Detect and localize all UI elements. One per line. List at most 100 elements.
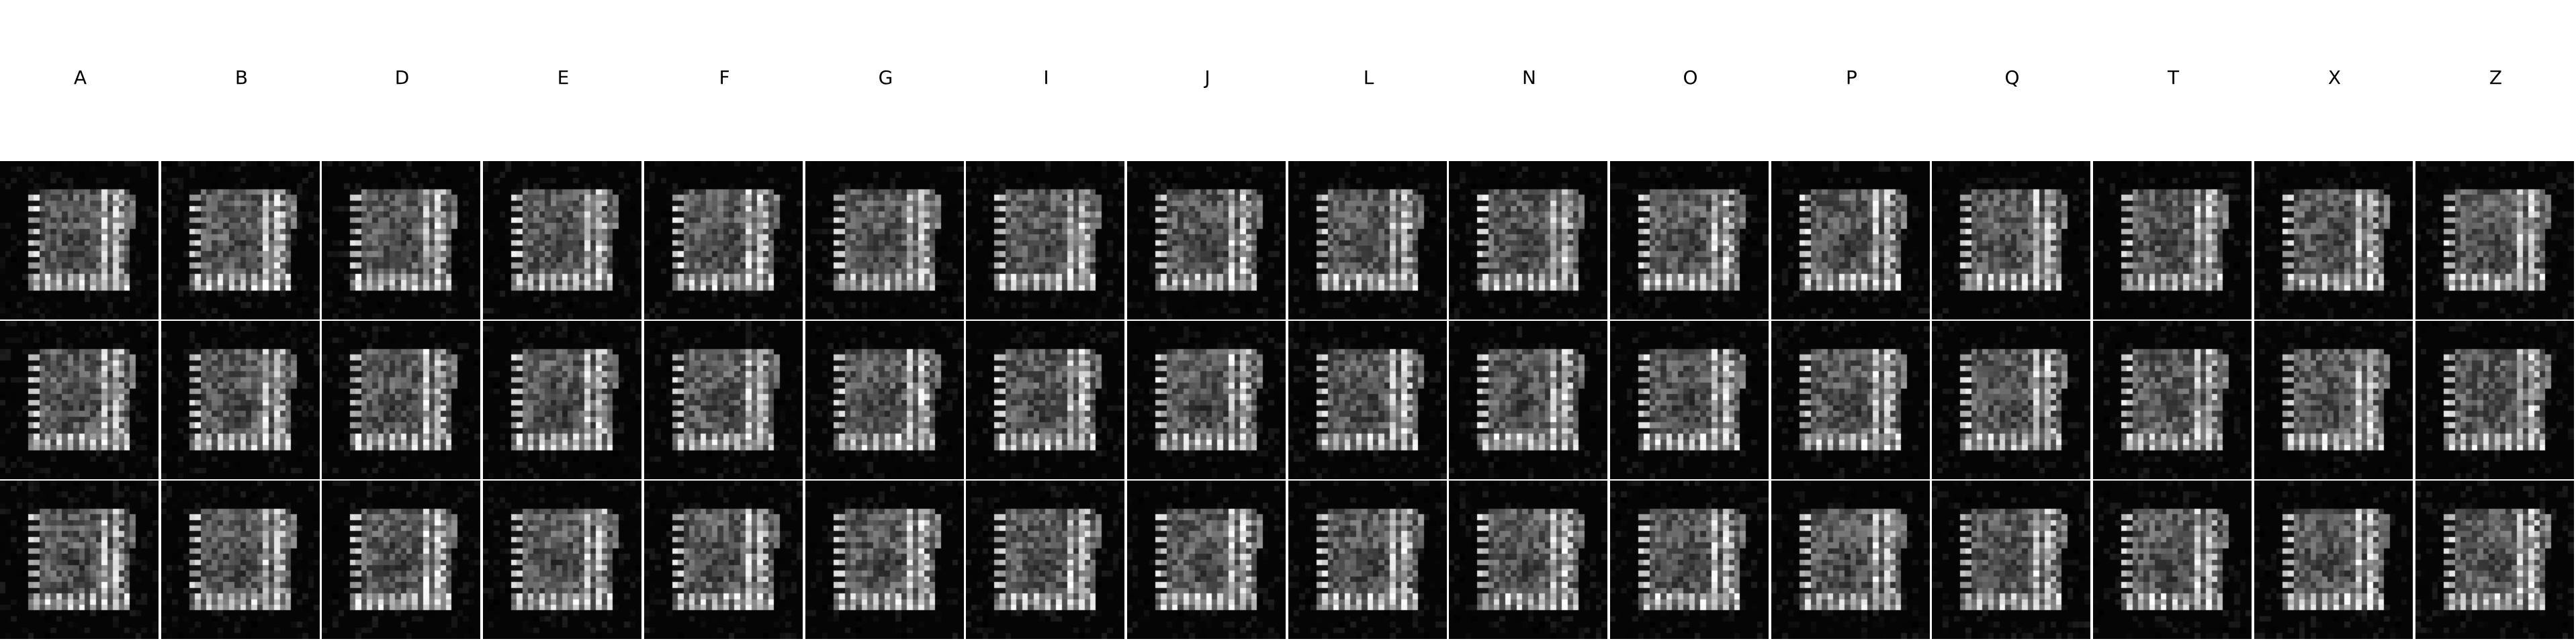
generated-image-n-1 <box>1449 161 1607 319</box>
column-label-q: Q <box>2004 66 2020 89</box>
image-pixels <box>2254 161 2413 319</box>
column-label-t: T <box>2167 66 2180 89</box>
image-pixels <box>322 321 480 479</box>
image-pixels <box>1127 481 1286 639</box>
generated-image-l-1 <box>1288 161 1447 319</box>
image-pixels <box>2093 481 2252 639</box>
image-pixels <box>322 481 480 639</box>
generated-image-j-3 <box>1127 481 1286 639</box>
image-pixels <box>2415 481 2574 639</box>
generated-image-a-3 <box>0 481 159 639</box>
image-pixels <box>2415 161 2574 319</box>
generated-image-q-1 <box>1932 161 2090 319</box>
generated-image-f-2 <box>644 321 803 479</box>
generated-image-t-3 <box>2093 481 2252 639</box>
column-label-d: D <box>394 66 410 89</box>
column-label-l: L <box>1363 66 1374 89</box>
image-pixels <box>2415 321 2574 479</box>
image-pixels <box>1932 481 2090 639</box>
generated-image-a-1 <box>0 161 159 319</box>
generated-image-d-3 <box>322 481 480 639</box>
generated-image-i-3 <box>966 481 1124 639</box>
generated-image-d-1 <box>322 161 480 319</box>
image-pixels <box>966 481 1124 639</box>
image-pixels <box>483 481 641 639</box>
generated-image-g-3 <box>805 481 964 639</box>
image-pixels <box>1932 321 2090 479</box>
image-pixels <box>0 481 159 639</box>
generated-image-b-2 <box>161 321 320 479</box>
column-label-j: J <box>1204 66 1210 89</box>
image-pixels <box>1288 481 1447 639</box>
image-pixels <box>1449 321 1607 479</box>
column-label-n: N <box>1522 66 1536 89</box>
image-pixels <box>1771 321 1930 479</box>
generated-image-b-3 <box>161 481 320 639</box>
generated-image-a-2 <box>0 321 159 479</box>
generated-image-e-2 <box>483 321 641 479</box>
image-pixels <box>966 321 1124 479</box>
image-pixels <box>483 321 641 479</box>
generated-image-o-2 <box>1610 321 1769 479</box>
image-pixels <box>1288 161 1447 319</box>
generated-image-l-2 <box>1288 321 1447 479</box>
column-label-x: X <box>2327 66 2342 89</box>
generated-image-g-1 <box>805 161 964 319</box>
generated-image-i-1 <box>966 161 1124 319</box>
generated-image-z-3 <box>2415 481 2574 639</box>
column-label-g: G <box>878 66 893 89</box>
column-label-i: I <box>1043 66 1049 89</box>
generated-image-t-2 <box>2093 321 2252 479</box>
image-pixels <box>644 161 803 319</box>
generated-image-z-2 <box>2415 321 2574 479</box>
image-pixels <box>161 321 320 479</box>
image-pixels <box>161 481 320 639</box>
image-pixels <box>0 321 159 479</box>
image-pixels <box>161 161 320 319</box>
generated-image-j-1 <box>1127 161 1286 319</box>
image-pixels <box>1127 161 1286 319</box>
column-label-f: F <box>719 66 730 89</box>
image-pixels <box>1449 161 1607 319</box>
generated-image-l-3 <box>1288 481 1447 639</box>
generated-image-n-3 <box>1449 481 1607 639</box>
image-pixels <box>805 321 964 479</box>
image-pixels <box>322 161 480 319</box>
image-pixels <box>805 161 964 319</box>
image-pixels <box>1288 321 1447 479</box>
column-label-a: A <box>73 66 87 89</box>
image-pixels <box>2254 321 2413 479</box>
image-pixels <box>1771 481 1930 639</box>
generated-image-o-3 <box>1610 481 1769 639</box>
generated-image-n-2 <box>1449 321 1607 479</box>
image-pixels <box>966 161 1124 319</box>
image-pixels <box>1610 481 1769 639</box>
column-label-z: Z <box>2489 66 2503 89</box>
generated-image-i-2 <box>966 321 1124 479</box>
image-pixels <box>644 481 803 639</box>
image-pixels <box>1610 321 1769 479</box>
generated-image-x-3 <box>2254 481 2413 639</box>
image-pixels <box>644 321 803 479</box>
generated-image-p-2 <box>1771 321 1930 479</box>
generated-image-t-1 <box>2093 161 2252 319</box>
generated-image-o-1 <box>1610 161 1769 319</box>
generated-image-x-2 <box>2254 321 2413 479</box>
generated-image-f-1 <box>644 161 803 319</box>
image-pixels <box>1449 481 1607 639</box>
image-pixels <box>2254 481 2413 639</box>
generated-image-z-1 <box>2415 161 2574 319</box>
image-pixels <box>1932 161 2090 319</box>
image-pixels <box>1771 161 1930 319</box>
generated-image-b-1 <box>161 161 320 319</box>
column-label-o: O <box>1683 66 1698 89</box>
generated-image-g-2 <box>805 321 964 479</box>
generated-image-p-1 <box>1771 161 1930 319</box>
generated-image-p-3 <box>1771 481 1930 639</box>
image-pixels <box>805 481 964 639</box>
generated-image-j-2 <box>1127 321 1286 479</box>
image-pixels <box>0 161 159 319</box>
image-pixels <box>483 161 641 319</box>
generated-image-f-3 <box>644 481 803 639</box>
